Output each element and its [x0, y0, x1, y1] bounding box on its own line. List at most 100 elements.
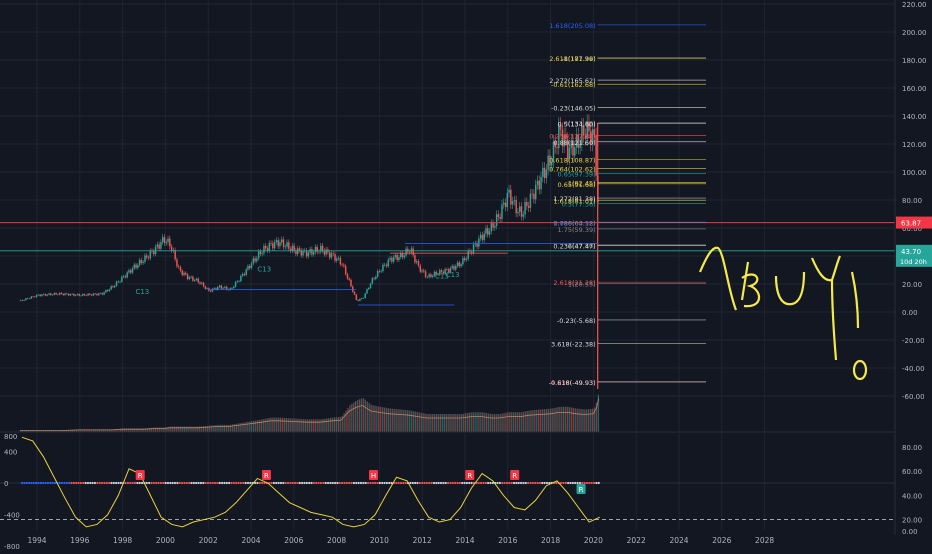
osc-dot [185, 481, 188, 485]
candle [280, 239, 283, 243]
volume-bar [545, 409, 548, 432]
volume-bar [33, 430, 35, 432]
candle [460, 264, 462, 267]
volume-bar [252, 420, 255, 432]
fib-level-label: 3.618(-22.38) [551, 340, 596, 348]
candle [570, 140, 573, 149]
fib-level-label: 4.236(-49.93) [551, 379, 596, 387]
candle [344, 265, 347, 275]
volume-bar [385, 407, 388, 432]
osc-dot [446, 481, 450, 485]
time-tick-label: 2018 [541, 536, 560, 545]
osc-dot [301, 481, 304, 485]
candle [593, 129, 596, 135]
fib-level-label: 0.65(97.39) [558, 170, 596, 178]
candle [515, 200, 517, 214]
candle [449, 268, 452, 273]
time-tick-label: 1998 [113, 536, 132, 545]
fib-level-label: -0.23(-5.68) [557, 317, 596, 325]
osc-dot [444, 481, 447, 485]
candle [78, 294, 80, 296]
fib-level-label: 2.618(21.28) [553, 279, 595, 287]
volume-bar [66, 429, 68, 432]
candle [494, 225, 496, 228]
candle [73, 293, 75, 296]
osc-dot [223, 481, 226, 485]
candle [199, 282, 201, 284]
volume-bar [356, 400, 359, 432]
volume-bar [376, 406, 378, 432]
osc-right-tick-label: 0.00 [902, 528, 918, 536]
osc-dot [489, 481, 492, 485]
candle [581, 125, 583, 145]
osc-dot [592, 481, 596, 485]
volume-bar [120, 428, 122, 432]
volume-bar [478, 412, 480, 432]
osc-dot [583, 481, 586, 485]
candle [417, 261, 420, 266]
osc-dot [258, 481, 261, 485]
candle [252, 258, 255, 264]
candle [341, 264, 343, 265]
candle [71, 293, 73, 295]
candle [44, 294, 47, 296]
osc-dot [585, 481, 589, 485]
osc-dot [284, 481, 287, 485]
volume-bar [118, 428, 120, 432]
osc-dot [30, 481, 33, 485]
volume-bar [522, 411, 524, 432]
volume-bar [322, 419, 324, 432]
candle [183, 272, 185, 275]
candle [117, 281, 120, 283]
volume-bar [304, 419, 307, 432]
osc-dot [595, 481, 598, 485]
volume-bar [229, 424, 232, 432]
volume-bar [166, 427, 168, 432]
candle [112, 286, 114, 288]
chart-annotation: C13 [435, 272, 449, 280]
candle [490, 223, 493, 232]
volume-bar [553, 408, 555, 432]
fib-level-label: 0.764(102.62) [549, 165, 595, 173]
osc-dot [364, 481, 367, 485]
candle [396, 255, 398, 260]
osc-dot [350, 481, 353, 485]
candle [92, 293, 95, 296]
volume-bar [260, 419, 263, 432]
volume-bar [441, 414, 444, 432]
candle [533, 193, 535, 200]
volume-bar [56, 430, 58, 432]
candle [213, 288, 215, 289]
volume-bar [341, 415, 343, 432]
fib-labels: 1.618(205.08) -1(177.99)2.618(181.36) 2.27… [549, 22, 706, 387]
volume-bar [518, 412, 521, 432]
volume-bar [68, 429, 70, 432]
osc-dot [44, 481, 47, 485]
candle [67, 293, 70, 296]
candle [538, 180, 541, 190]
candle [174, 250, 176, 260]
osc-marker-label: R [264, 472, 269, 480]
candle [330, 253, 333, 258]
osc-dot [37, 481, 40, 485]
volume-bar [405, 409, 407, 432]
candle [529, 193, 532, 208]
osc-dot [305, 481, 308, 485]
candle [35, 294, 38, 298]
candle [279, 242, 281, 247]
volume-bar [459, 414, 461, 432]
candle [240, 275, 242, 282]
osc-dot [517, 481, 520, 485]
candle [82, 294, 84, 296]
osc-dot [72, 481, 75, 485]
osc-dot [211, 481, 214, 485]
osc-dot [317, 481, 320, 485]
volume-bar [420, 412, 422, 432]
candle [550, 162, 553, 166]
price-candles [19, 114, 599, 389]
volume-bar [316, 419, 318, 432]
osc-dot [461, 481, 464, 485]
